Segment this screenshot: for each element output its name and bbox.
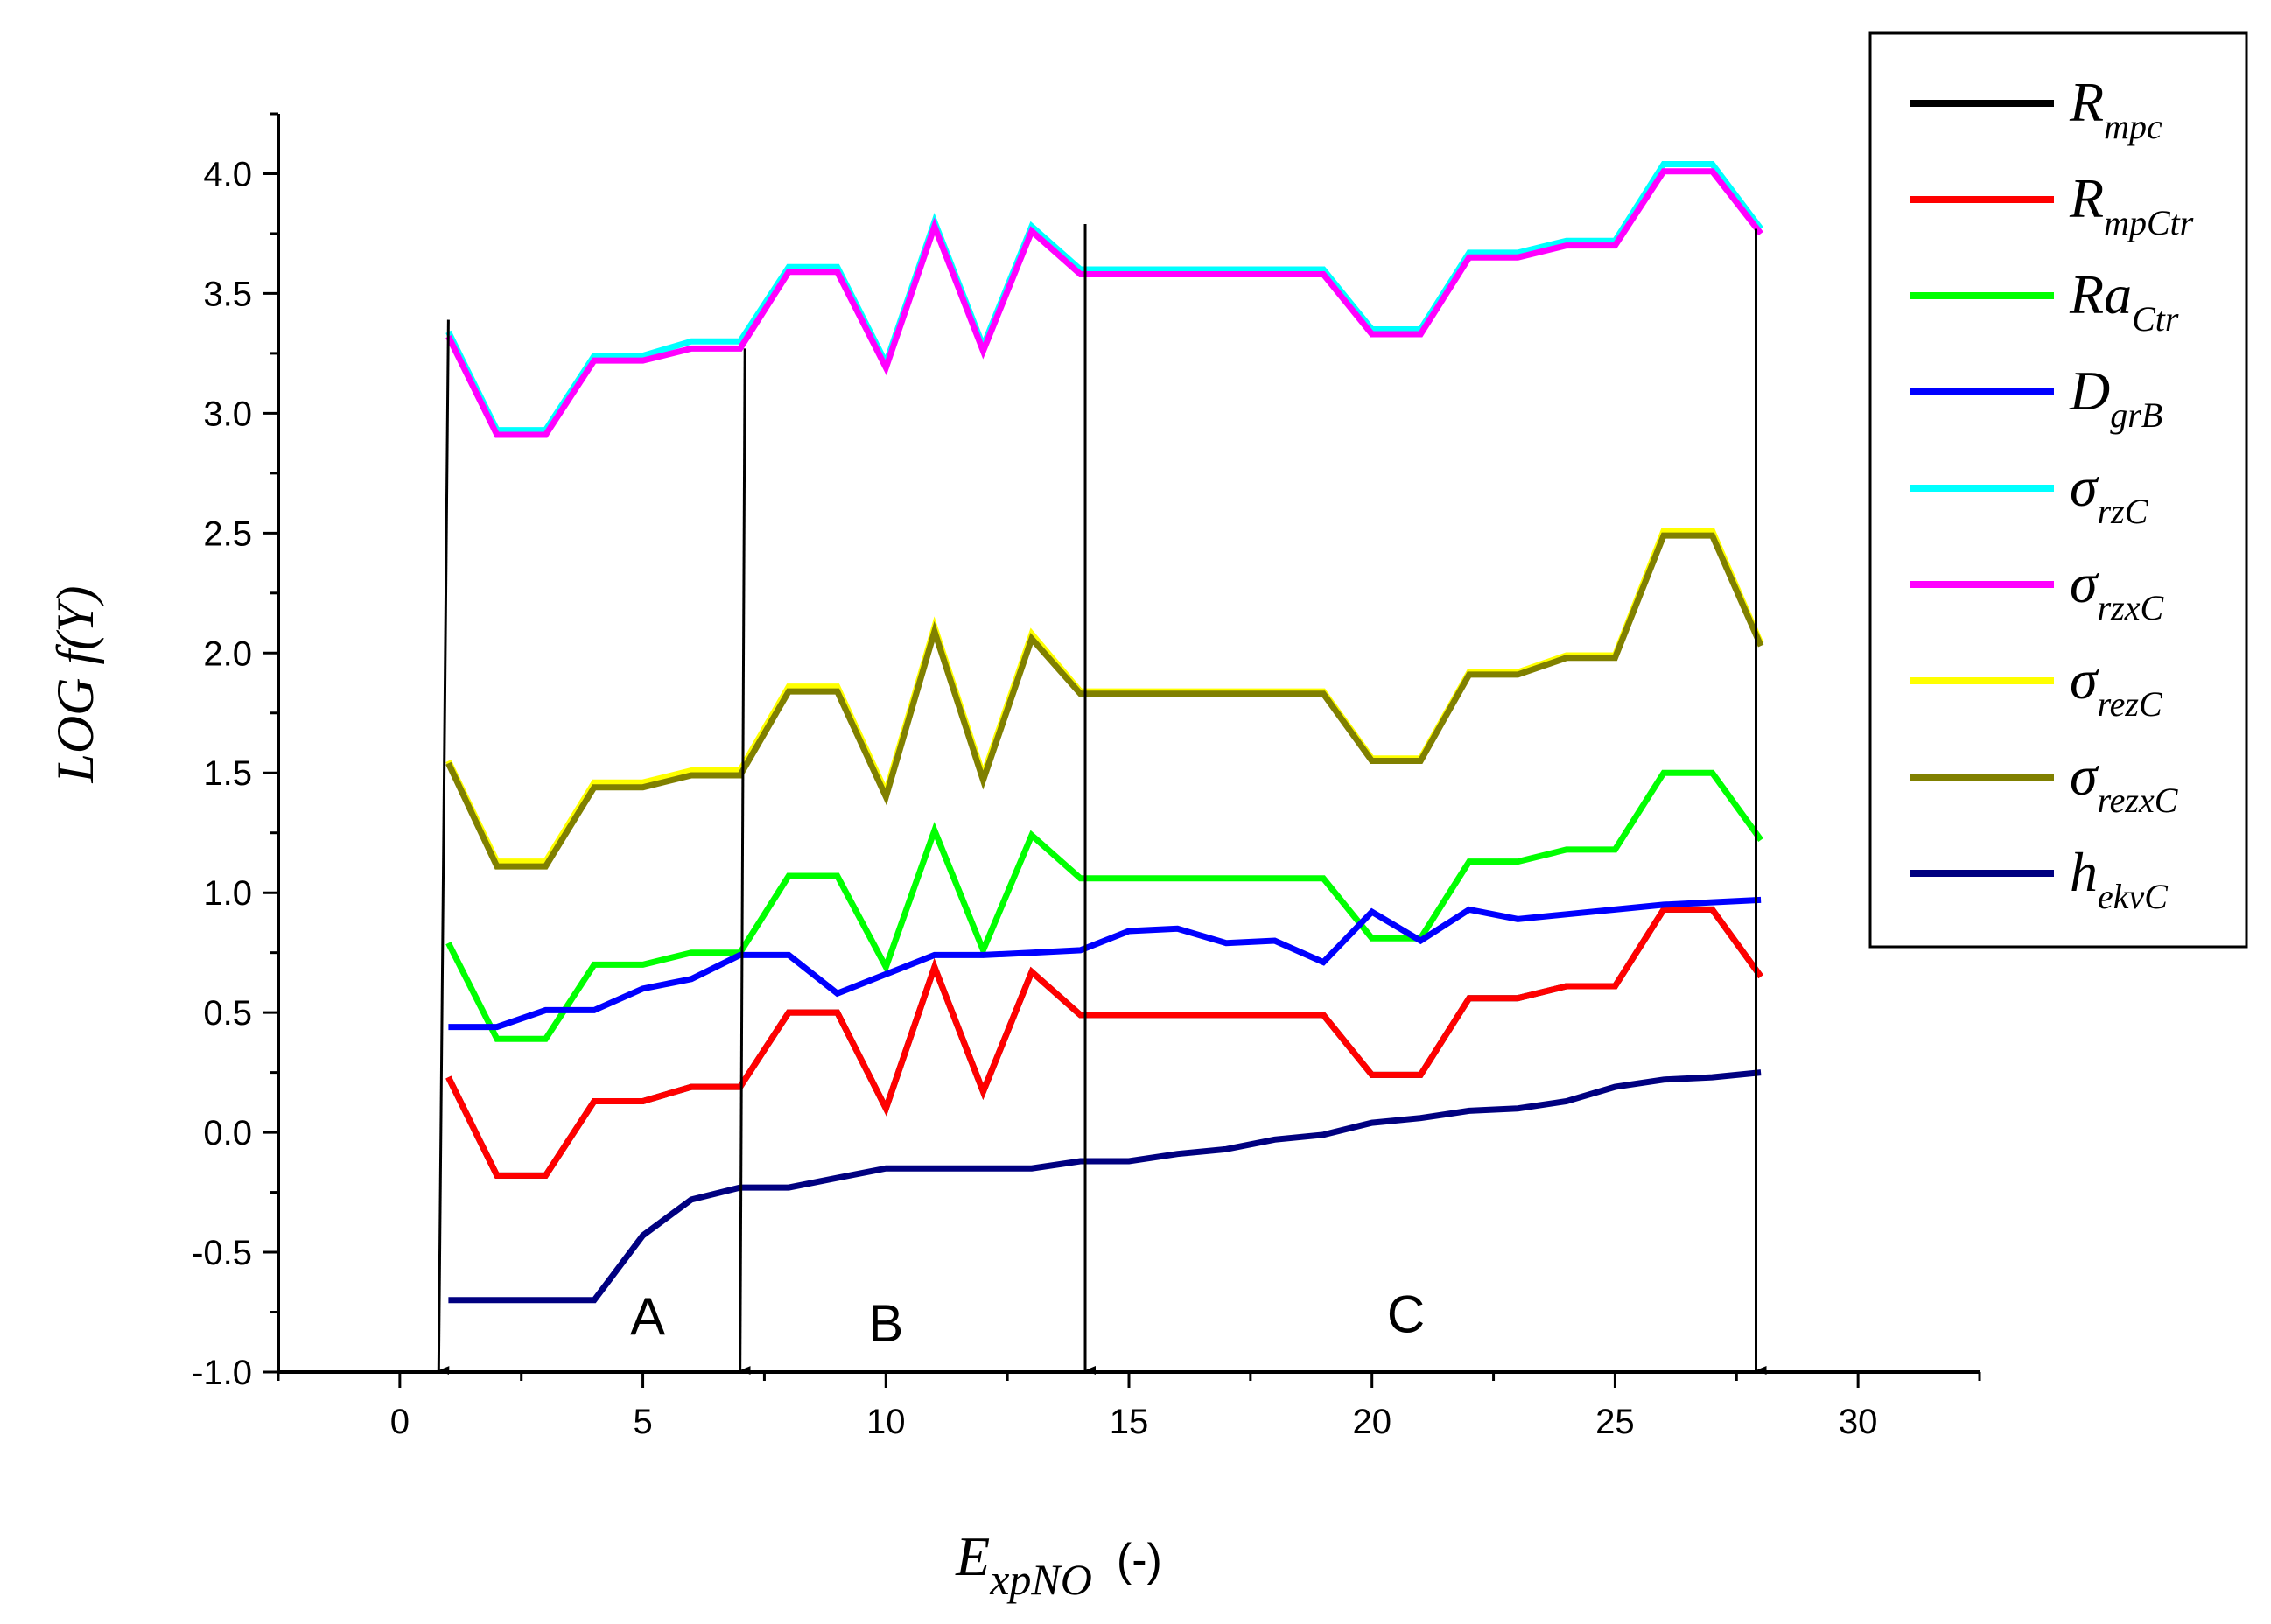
legend-subscript: mpc bbox=[2104, 107, 2162, 146]
axes-layer: 0 5 10 15 20 25 30 -1.0 -0.5 0.0 0.5 1.0 1.5 2.0 2.5 3.… bbox=[192, 112, 1981, 1441]
x-axis-title-sub: xpNO bbox=[989, 1555, 1092, 1604]
legend-symbol: σ bbox=[2070, 552, 2099, 614]
y-tick-label: 4.0 bbox=[203, 155, 252, 193]
legend-symbol: σ bbox=[2070, 456, 2099, 518]
legend-subscript: rzC bbox=[2098, 492, 2149, 531]
series-line-R-mpc bbox=[445, 906, 1763, 1179]
region-label-A: A bbox=[630, 1287, 665, 1346]
x-tick-label: 5 bbox=[633, 1403, 652, 1441]
x-axis-title: ExpNO (-) bbox=[955, 1525, 1162, 1604]
y-axis-title: LOG f(Y) bbox=[46, 585, 104, 783]
legend-subscript: rzxC bbox=[2098, 588, 2165, 627]
legend-subscript: mpCtr bbox=[2104, 203, 2194, 242]
x-axis-title-unit: (-) bbox=[1117, 1535, 1162, 1586]
axis-titles: ExpNO (-) LOG f(Y) bbox=[46, 585, 1162, 1604]
y-tick-label: 3.0 bbox=[203, 395, 252, 433]
legend-symbol: h bbox=[2070, 841, 2098, 903]
region-label-C: C bbox=[1387, 1284, 1425, 1343]
series-line-Ra-Ctr bbox=[445, 769, 1763, 1042]
legend-entry-9: hekvC bbox=[2070, 841, 2169, 916]
legend-entry-4: DgrB bbox=[2069, 360, 2162, 435]
y-tick-label: 3.5 bbox=[203, 275, 252, 313]
series-line-h-ekvC bbox=[448, 1069, 1762, 1304]
legend-symbol: R bbox=[2069, 167, 2104, 229]
x-tick-label: 0 bbox=[390, 1403, 410, 1441]
legend-symbol: Ra bbox=[2069, 263, 2132, 326]
legend-subscript: rezC bbox=[2098, 684, 2163, 724]
y-tick-label: -1.0 bbox=[192, 1354, 252, 1392]
legend: RmpcRmpCtrRaCtrDgrBσrzCσrzxCσrezCσrezxCh… bbox=[1868, 32, 2248, 948]
y-tick-label: 0.0 bbox=[203, 1114, 252, 1152]
legend-subscript: grB bbox=[2110, 396, 2162, 435]
y-tick-label: 1.5 bbox=[203, 754, 252, 793]
y-tick-label: 1.0 bbox=[203, 874, 252, 913]
series-layer bbox=[445, 161, 1764, 1304]
legend-entry-2: RmpCtr bbox=[2069, 167, 2194, 242]
legend-subscript: Ctr bbox=[2132, 299, 2179, 339]
x-tick-label: 10 bbox=[866, 1403, 906, 1441]
legend-entry-1: Rmpc bbox=[2069, 71, 2162, 146]
x-tick-label: 30 bbox=[1839, 1403, 1878, 1441]
x-tick-label: 20 bbox=[1352, 1403, 1391, 1441]
y-tick-label: 2.5 bbox=[203, 514, 252, 553]
legend-symbol: D bbox=[2069, 360, 2110, 422]
legend-subscript: ekvC bbox=[2098, 877, 2169, 916]
region-label-B: B bbox=[868, 1294, 903, 1353]
legend-entry-3: RaCtr bbox=[2069, 263, 2179, 339]
annotations-layer: A B C bbox=[437, 223, 1767, 1376]
series-line-D-grB bbox=[448, 896, 1762, 1031]
legend-subscript: rezxC bbox=[2098, 780, 2179, 820]
series-line-sigma-rzC bbox=[445, 161, 1763, 434]
y-tick-label: 2.0 bbox=[203, 634, 252, 673]
y-tick-label: 0.5 bbox=[203, 994, 252, 1032]
x-axis-title-main: E bbox=[955, 1525, 990, 1587]
legend-symbol: σ bbox=[2070, 745, 2099, 807]
x-tick-label: 25 bbox=[1595, 1403, 1635, 1441]
legend-symbol: R bbox=[2069, 71, 2104, 133]
legend-entry-5: σrzC bbox=[2070, 456, 2149, 531]
series-line-sigma-rezxC bbox=[445, 532, 1764, 870]
series-line-sigma-rzxC bbox=[445, 168, 1763, 438]
region-boundary-arrow-1 bbox=[437, 319, 450, 1376]
y-tick-label: -0.5 bbox=[192, 1234, 252, 1272]
x-tick-label: 15 bbox=[1110, 1403, 1149, 1441]
series-line-R-mpCtr bbox=[445, 906, 1763, 1179]
legend-entry-7: σrezC bbox=[2070, 648, 2163, 724]
legend-symbol: σ bbox=[2070, 648, 2099, 710]
legend-entry-8: σrezxC bbox=[2070, 745, 2179, 820]
legend-entry-6: σrzxC bbox=[2070, 552, 2164, 627]
region-boundary-arrow-2 bbox=[739, 348, 751, 1376]
